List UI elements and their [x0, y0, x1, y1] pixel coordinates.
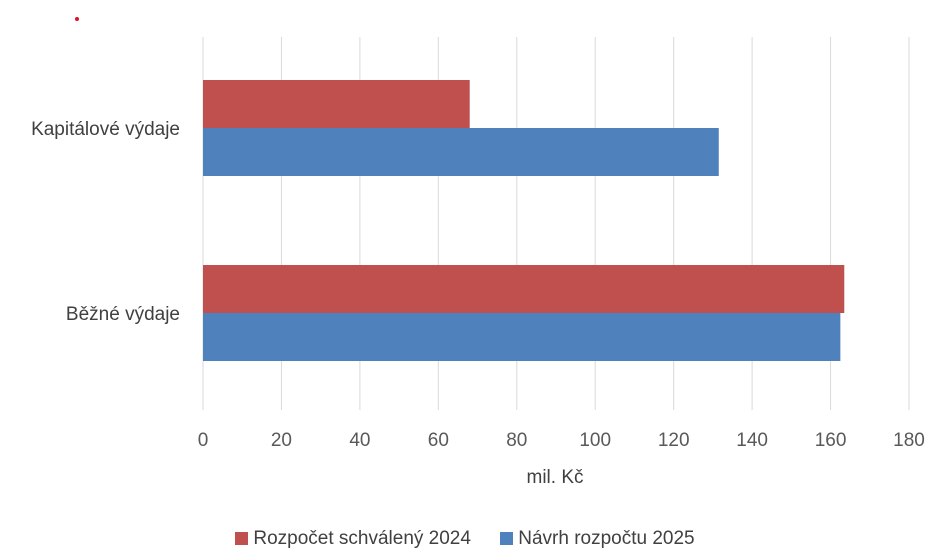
red-dot-marker [75, 17, 79, 21]
x-tick-label: 180 [893, 430, 925, 451]
bar-2025-bezne [203, 313, 841, 361]
legend-item-2024: Rozpočet schválený 2024 [235, 528, 471, 550]
x-tick-label: 80 [506, 430, 527, 451]
x-tick-label: 40 [349, 430, 370, 451]
legend: Rozpočet schválený 2024 Návrh rozpočtu 2… [0, 528, 930, 550]
x-tick-label: 60 [428, 430, 449, 451]
x-tick-label: 100 [579, 430, 611, 451]
bars [203, 80, 845, 361]
legend-swatch-2024 [235, 532, 249, 545]
bar-2024-kapitalove [203, 80, 470, 128]
x-tick-label: 0 [198, 430, 209, 451]
x-tick-label: 140 [736, 430, 768, 451]
x-tick-labels: 0 20 40 60 80 100 120 140 160 180 [198, 430, 925, 451]
x-axis-title: mil. Kč [527, 467, 584, 488]
category-labels: Kapitálové výdaje Běžné výdaje [31, 119, 180, 325]
bar-2025-kapitalove [203, 128, 719, 176]
legend-label-2024: Rozpočet schválený 2024 [253, 528, 471, 549]
x-tick-label: 120 [658, 430, 690, 451]
legend-item-2025: Návrh rozpočtu 2025 [500, 528, 695, 550]
bar-2024-bezne [203, 265, 845, 313]
category-label: Běžné výdaje [66, 304, 180, 325]
legend-swatch-2025 [500, 532, 514, 545]
legend-label-2025: Návrh rozpočtu 2025 [518, 528, 695, 549]
x-tick-label: 20 [271, 430, 292, 451]
x-tick-label: 160 [815, 430, 847, 451]
category-label: Kapitálové výdaje [31, 119, 180, 140]
